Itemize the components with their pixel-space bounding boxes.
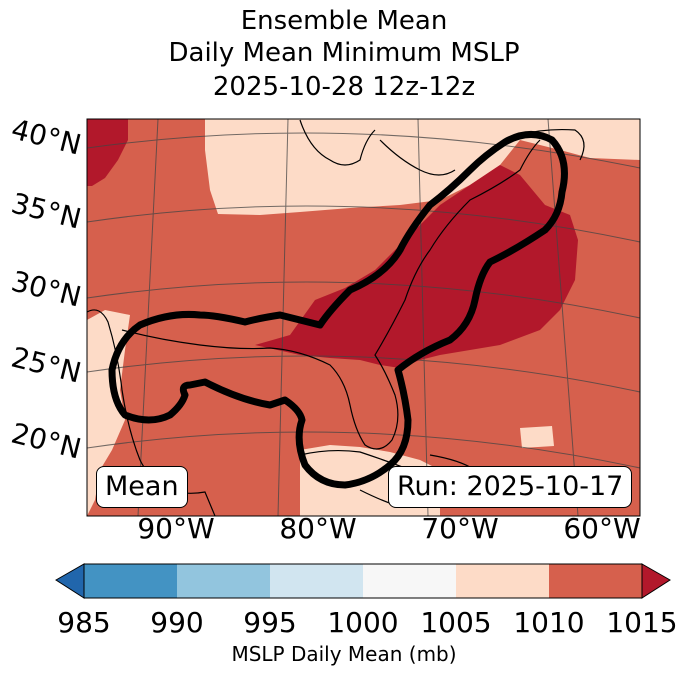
colorbar-bin-985-990 [84, 564, 177, 598]
colorbar-bin-1000-1005 [363, 564, 456, 598]
field-1005-north [205, 119, 640, 215]
colorbar-tick-1015: 1015 [606, 606, 678, 639]
field-1015-northwest [87, 119, 128, 186]
lon-label-90w: 90°W [137, 512, 215, 545]
map-plot [86, 118, 641, 517]
colorbar-tick-990: 990 [150, 606, 204, 639]
field-1005-gulf-west [87, 310, 130, 516]
map-frame [86, 118, 641, 517]
colorbar [55, 563, 671, 599]
mslp-field [87, 119, 640, 516]
contour-outline [108, 131, 568, 489]
lon-label-80w: 80°W [279, 512, 357, 545]
run-label-box: Run: 2025-10-17 [388, 466, 633, 508]
lon-label-70w: 70°W [421, 512, 499, 545]
colorbar-extend-low [55, 563, 85, 599]
colorbar-extend-high [641, 563, 671, 599]
colorbar-frame [83, 563, 643, 599]
colorbar-tick-985: 985 [57, 606, 111, 639]
colorbar-bin-1010-1015 [549, 564, 642, 598]
colorbar-label: MSLP Daily Mean (mb) [231, 642, 457, 666]
colorbar-tick-1005: 1005 [420, 606, 492, 639]
colorbar-tick-1000: 1000 [327, 606, 399, 639]
mean-label-box: Mean [96, 466, 188, 508]
colorbar-bin-990-995 [177, 564, 270, 598]
colorbar-bin-995-1000 [270, 564, 363, 598]
title-line-3: 2025-10-28 12z-12z [212, 72, 476, 102]
field-1015-east [255, 165, 578, 368]
colorbar-bin-1005-1010 [456, 564, 549, 598]
title-line-1: Ensemble Mean [240, 6, 448, 36]
title-line-2: Daily Mean Minimum MSLP [168, 38, 520, 68]
lon-label-60w: 60°W [563, 512, 641, 545]
field-1005-patch [520, 426, 554, 448]
colorbar-tick-1010: 1010 [513, 606, 585, 639]
colorbar-tick-995: 995 [243, 606, 297, 639]
